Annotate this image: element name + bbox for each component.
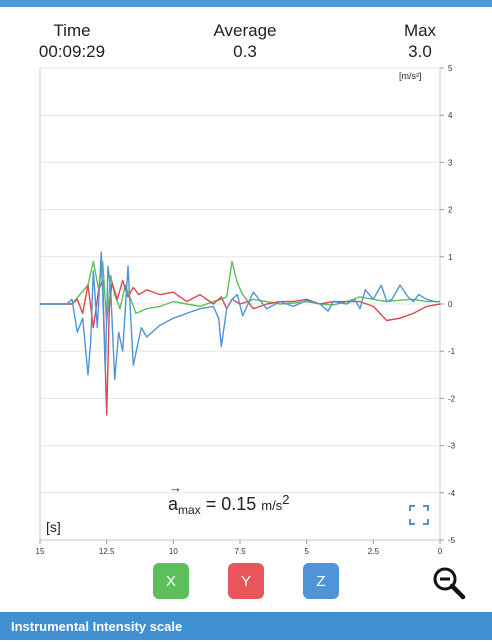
stat-average: Average 0.3: [195, 20, 295, 62]
y-tick-label: 2: [448, 206, 453, 215]
stat-average-label: Average: [213, 21, 277, 40]
formula-unit: m/s: [261, 498, 283, 513]
y-tick-label: -4: [448, 489, 456, 498]
x-tick-label: 15: [36, 547, 45, 556]
zoom-out-icon[interactable]: [432, 566, 466, 600]
vector-letter: a: [168, 494, 179, 514]
y-tick-label: 1: [448, 253, 453, 262]
toggle-y-button[interactable]: Y: [228, 563, 264, 599]
formula-subscript: max: [178, 503, 201, 517]
x-tick-label: 0: [438, 547, 443, 556]
y-tick-label: -2: [448, 394, 456, 403]
formula-exponent: 2: [282, 492, 290, 507]
x-tick-label: 10: [169, 547, 178, 556]
y-tick-label: -5: [448, 536, 456, 545]
stat-time-value: 00:09:29: [38, 42, 106, 61]
y-tick-label: 5: [448, 64, 453, 73]
max-acceleration-readout: → amax = 0.15 m/s2: [168, 480, 290, 517]
vector-arrow: →: [169, 480, 182, 495]
x-tick-label: 12.5: [99, 547, 115, 556]
y-tick-label: 3: [448, 158, 453, 167]
x-tick-label: 2.5: [368, 547, 380, 556]
toggle-x-button[interactable]: X: [153, 563, 189, 599]
stat-max-value: 3.0: [408, 42, 432, 61]
formula-value: = 0.15: [205, 494, 257, 514]
stat-max: Max 3.0: [380, 20, 460, 62]
y-tick-label: 0: [448, 300, 453, 309]
toggle-z-button[interactable]: Z: [303, 563, 339, 599]
expand-icon[interactable]: [409, 505, 429, 525]
x-axis-unit: [s]: [46, 519, 61, 535]
stat-average-value: 0.3: [233, 42, 257, 61]
series-line-z: [40, 251, 440, 381]
x-tick-label: 7.5: [234, 547, 246, 556]
intensity-scale-bar[interactable]: Instrumental Intensity scale: [0, 612, 492, 640]
stat-time: Time 00:09:29: [30, 20, 114, 62]
x-tick-label: 5: [304, 547, 309, 556]
stat-time-label: Time: [53, 21, 91, 40]
acceleration-chart[interactable]: 5 4 3 2 1 0 -1 -2 -3 -4 -5 15 12.5 10 7.5 5 2.5 0: [0, 60, 492, 560]
y-tick-label: 4: [448, 111, 453, 120]
y-tick-label: -1: [448, 347, 456, 356]
y-tick-label: -3: [448, 442, 456, 451]
top-accent-bar: [0, 0, 492, 7]
intensity-scale-title: Instrumental Intensity scale: [11, 619, 183, 634]
vector-symbol: → a: [168, 480, 182, 515]
y-axis-unit: [m/s²]: [399, 71, 422, 81]
series-line-x: [40, 260, 440, 324]
stat-max-label: Max: [403, 21, 437, 40]
